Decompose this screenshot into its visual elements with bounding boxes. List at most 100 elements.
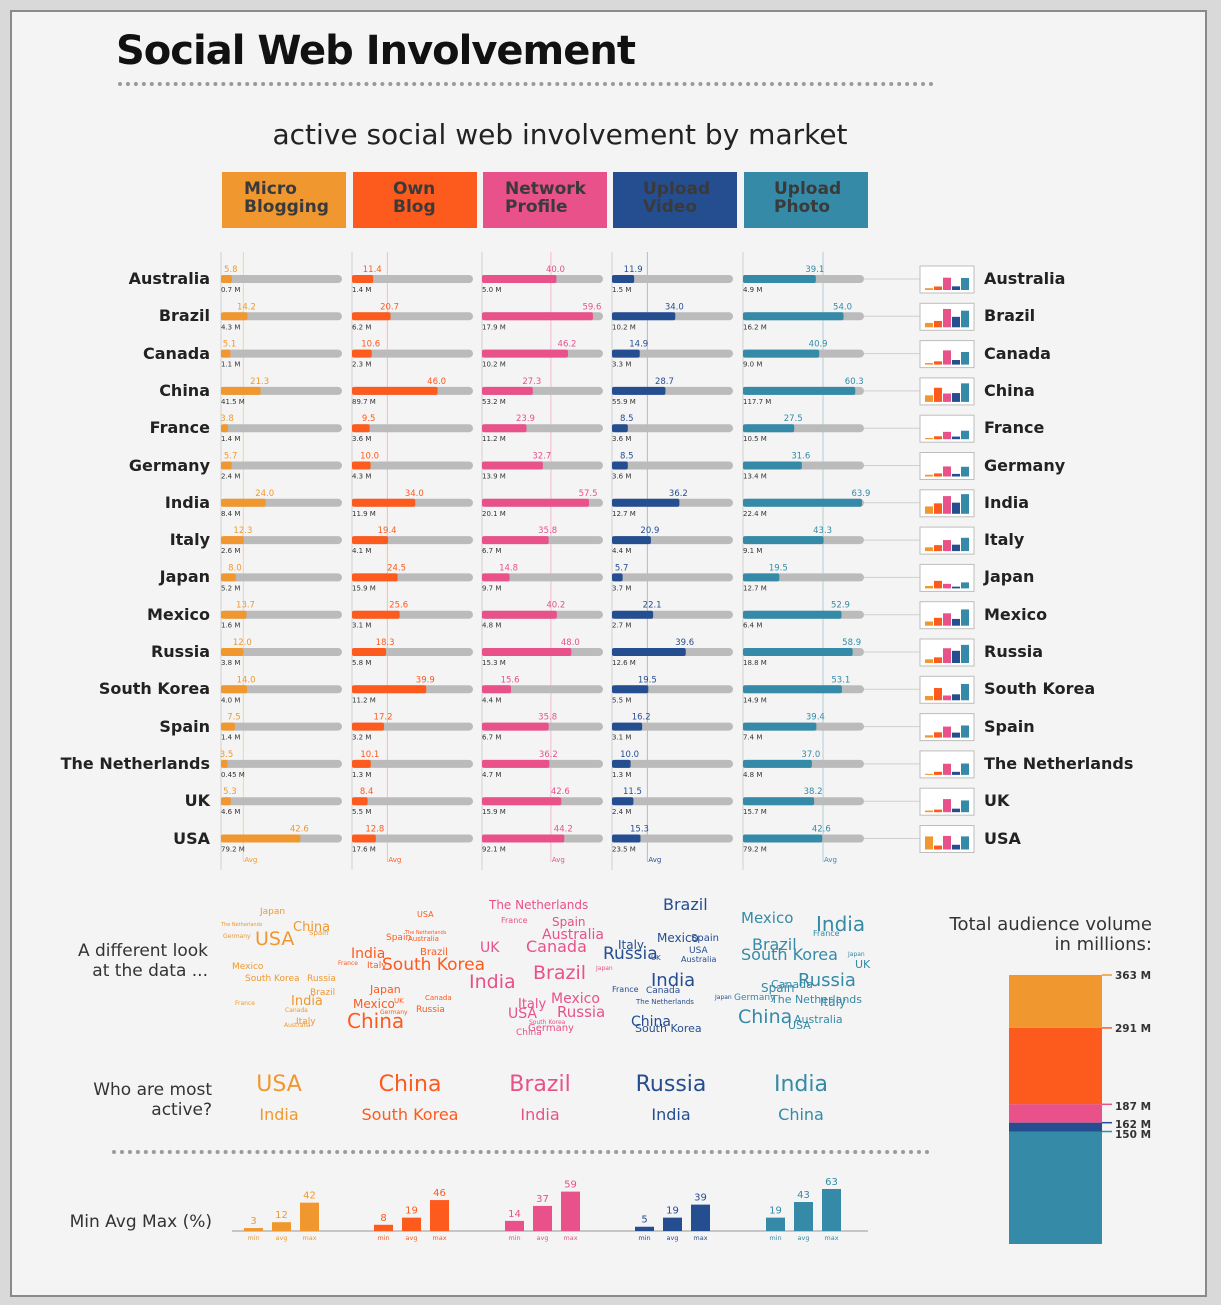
bar-audience-label: 15.9 M [352, 584, 376, 592]
thumbnail-bar-blog [934, 387, 942, 402]
thumbnail-bar-blog [934, 473, 942, 477]
bar-value-label: 10.0 [620, 750, 639, 760]
bar-micro [221, 648, 244, 656]
bar-value-label: 37.0 [801, 750, 820, 760]
bar-micro [221, 573, 236, 582]
thumbnail-bar-photo [961, 683, 969, 701]
header-micro-blogging: Micro Blogging [222, 172, 346, 228]
bar-track [352, 834, 473, 843]
bar-track [612, 275, 733, 283]
row-label-left: Italy [169, 530, 210, 550]
thumbnail-bar-video [952, 544, 960, 552]
cloud-word: Germany [380, 1009, 408, 1016]
bar-audience-label: 3.2 M [352, 734, 371, 742]
bar-audience-label: 3.1 M [612, 734, 631, 742]
audience-segment-network [1009, 1104, 1102, 1123]
audience-label: 162 M [1115, 1119, 1151, 1131]
bar-audience-label: 18.8 M [743, 659, 767, 667]
cloud-word: Canada [526, 937, 587, 956]
cloud-word: Australia [284, 1022, 311, 1029]
section-divider [112, 1150, 930, 1154]
bar-audience-label: 11.2 M [482, 435, 506, 443]
most-active-blog: China South Korea [345, 1072, 475, 1124]
bar-value-label: 43.3 [813, 526, 832, 536]
row-label-left: Japan [159, 567, 210, 587]
bar-track [221, 685, 342, 694]
audience-label: 187 M [1115, 1101, 1151, 1113]
row-label-left: Spain [159, 716, 210, 736]
bar-video [612, 573, 623, 582]
bar-video [612, 797, 634, 806]
bar-track [221, 722, 342, 731]
minavgmax-value-label: 12 [275, 1210, 288, 1221]
bar-track [221, 648, 342, 656]
bar-photo [743, 648, 853, 656]
bar-value-label: 46.0 [427, 377, 446, 387]
audience-title: Total audience volume in millions: [949, 914, 1152, 955]
bar-photo [743, 461, 802, 470]
row-label-right: Mexico [984, 604, 1048, 624]
bar-audience-label: 11.9 M [352, 510, 376, 518]
thumbnail-bar-blog [934, 732, 942, 738]
bar-photo [743, 498, 862, 507]
bar-value-label: 28.7 [655, 377, 674, 387]
row-label-left: Brazil [158, 306, 210, 326]
cloud-word: USA [417, 910, 434, 919]
bar-track [612, 797, 733, 806]
bar-value-label: 9.5 [362, 414, 376, 424]
bar-video [612, 386, 666, 395]
most-active-micro: USA India [214, 1072, 344, 1124]
minavgmax-bar-photo [794, 1202, 813, 1231]
audience-label: 363 M [1115, 970, 1151, 982]
bar-audience-label: 9.0 M [743, 361, 762, 369]
bar-value-label: 16.2 [632, 713, 651, 723]
row-label-right: Italy [984, 530, 1025, 550]
cloud-word: Spain [552, 915, 586, 929]
infographic-frame [10, 10, 1207, 1297]
thumbnail-bar-micro [925, 395, 933, 402]
thumbnail-bar-network [943, 496, 951, 514]
minavgmax-value-label: 39 [694, 1193, 707, 1204]
avg-label-blog: Avg [388, 856, 401, 864]
bar-track [221, 797, 342, 806]
bar-audience-label: 15.7 M [743, 808, 767, 816]
bar-track [221, 312, 342, 321]
bar-value-label: 58.9 [842, 638, 861, 648]
bar-blog [352, 722, 385, 731]
bar-value-label: 14.0 [237, 675, 256, 685]
thumbnail-bar-network [943, 540, 951, 552]
bar-audience-label: 6.2 M [352, 323, 371, 331]
bar-audience-label: 3.6 M [352, 435, 371, 443]
bar-blog [352, 759, 371, 768]
thumbnail-bar-micro [925, 474, 933, 477]
bar-video [612, 648, 686, 656]
bar-track [482, 573, 603, 582]
cloud-word: South Korea [741, 945, 838, 964]
bar-audience-label: 0.45 M [221, 771, 245, 779]
thumbnail-bar-video [952, 586, 960, 589]
minavgmax-bar-video [663, 1217, 682, 1231]
cloud-word: Russia [416, 1005, 445, 1015]
bar-value-label: 5.3 [223, 787, 237, 797]
cloud-word: South Korea [529, 1019, 566, 1026]
thumbnail-bar-video [952, 694, 960, 701]
bar-micro [221, 536, 244, 545]
header-upload-video: Upload Video [613, 172, 737, 228]
bar-video [612, 349, 640, 358]
bar-value-label: 8.4 [360, 787, 374, 797]
bar-blog [352, 386, 438, 395]
cloud-word: The Netherlands [771, 993, 863, 1006]
thumbnail-bar-blog [934, 320, 942, 328]
thumbnail-bar-photo [961, 537, 969, 552]
bar-audience-label: 2.4 M [612, 808, 631, 816]
minavgmax-value-label: 5 [641, 1215, 647, 1226]
cloud-word: India [651, 970, 696, 991]
bar-value-label: 60.3 [845, 377, 864, 387]
minavgmax-value-label: 19 [405, 1206, 418, 1217]
most-active-video: Russia India [606, 1072, 736, 1124]
bar-micro [221, 610, 247, 619]
bar-audience-label: 11.2 M [352, 696, 376, 704]
bar-audience-label: 17.9 M [482, 323, 506, 331]
bar-value-label: 63.9 [851, 489, 870, 499]
